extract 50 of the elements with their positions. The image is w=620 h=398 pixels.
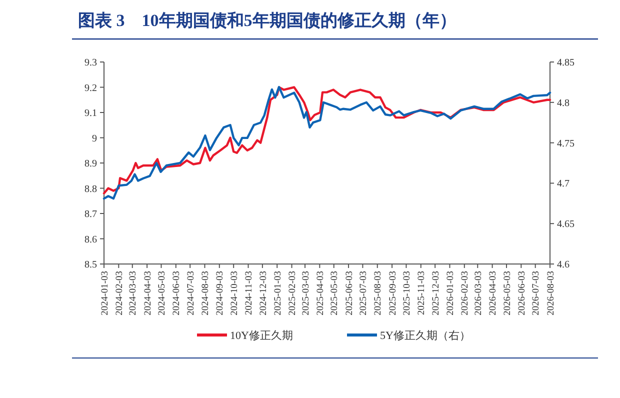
y2-tick-label: 4.7 [557, 178, 570, 190]
x-tick-label: 2024-08-03 [201, 270, 212, 316]
x-tick-label: 2025-12-03 [431, 270, 442, 316]
x-tick-label: 2024-06-03 [172, 270, 182, 316]
y-tick-label: 9.3 [84, 58, 97, 68]
x-tick-label: 2026-04-03 [488, 270, 499, 316]
y2-tick-label: 4.65 [557, 219, 574, 230]
x-tick-label: 2025-11-03 [417, 270, 428, 315]
y-tick-label: 9 [92, 133, 97, 144]
x-tick-label: 2024-09-03 [216, 270, 226, 316]
x-tick-label: 2026-06-03 [517, 270, 528, 316]
x-tick-label: 2026-08-03 [546, 270, 556, 316]
y-tick-label: 8.9 [84, 158, 97, 170]
x-tick-label: 2025-05-03 [330, 270, 340, 316]
y-tick-label: 8.7 [84, 209, 97, 220]
x-tick-label: 2024-05-03 [158, 270, 168, 316]
x-tick-label: 2025-10-03 [402, 270, 413, 316]
x-tick-label: 2024-11-03 [244, 270, 255, 315]
y-tick-label: 9.1 [84, 108, 97, 119]
x-tick-label: 2024-07-03 [186, 270, 196, 316]
x-tick-label: 2026-02-03 [460, 270, 471, 316]
x-tick-label: 2024-10-03 [230, 270, 240, 316]
y2-tick-label: 4.85 [557, 58, 574, 68]
y-tick-label: 8.5 [84, 260, 97, 270]
y-tick-label: 9.2 [84, 82, 97, 94]
y-tick-label: 8.6 [84, 234, 97, 246]
y2-tick-label: 4.6 [557, 260, 570, 270]
x-tick-label: 2025-09-03 [388, 270, 398, 316]
x-tick-label: 2024-02-03 [114, 270, 125, 316]
legend-label: 5Y修正久期（右） [380, 330, 470, 342]
x-tick-label: 2024-03-03 [128, 270, 139, 316]
x-tick-label: 2026-07-03 [532, 270, 542, 316]
x-tick-label: 2024-12-03 [258, 270, 269, 316]
x-tick-label: 2025-08-03 [374, 270, 384, 316]
x-tick-label: 2025-07-03 [359, 270, 370, 316]
x-tick-label: 2026-03-03 [474, 270, 484, 316]
y2-tick-label: 4.8 [557, 98, 570, 109]
x-tick-label: 2024-01-03 [100, 270, 110, 316]
x-tick-label: 2025-04-03 [316, 270, 326, 316]
legend-label: 10Y修正久期 [230, 330, 293, 342]
x-tick-label: 2025-06-03 [344, 270, 355, 316]
y2-tick-label: 4.75 [557, 138, 574, 150]
x-tick-label: 2025-03-03 [301, 270, 312, 316]
x-tick-label: 2025-02-03 [288, 270, 298, 316]
x-tick-label: 2026-01-03 [446, 270, 456, 316]
y-tick-label: 8.8 [84, 184, 97, 195]
x-tick-label: 2024-04-03 [143, 270, 154, 316]
chart-title: 图表 3 10年期国债和5年期国债的修正久期（年） [78, 11, 456, 30]
x-tick-label: 2026-05-03 [502, 270, 513, 316]
x-tick-label: 2025-01-03 [273, 270, 284, 316]
